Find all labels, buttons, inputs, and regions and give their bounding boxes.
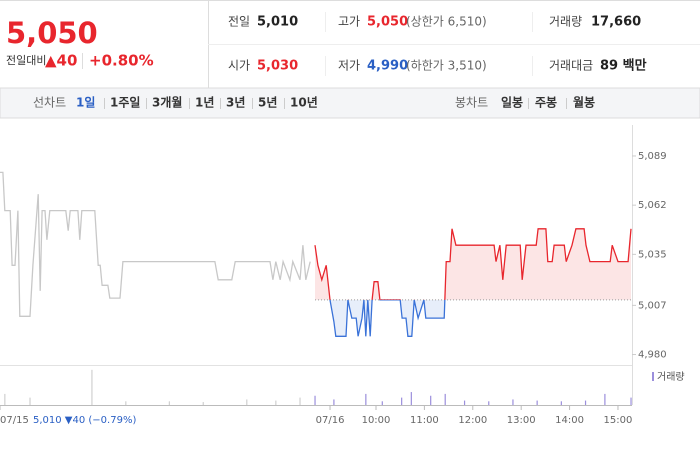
x-tick-label: 10:00 <box>362 415 391 426</box>
summary-value: 5,010 <box>257 15 298 30</box>
y-tick-label: 5,035 <box>638 249 667 260</box>
x-tick-label: 12:00 <box>458 415 487 426</box>
summary-label: 거래대금 <box>549 59 593 73</box>
volume-bar <box>381 401 383 405</box>
tab[interactable]: 주봉 <box>535 96 557 110</box>
change-pct: +0.80% <box>89 52 154 70</box>
volume-bar <box>314 395 316 405</box>
volume-bar <box>488 401 490 405</box>
volume-bar <box>584 400 587 405</box>
volume-bar <box>91 369 93 405</box>
volume-bar <box>29 397 31 405</box>
tab[interactable]: 3년 <box>226 96 245 110</box>
tab[interactable]: 일봉 <box>501 96 523 110</box>
volume-bar <box>125 401 127 405</box>
tab[interactable]: 1년 <box>195 96 214 110</box>
volume-bar <box>246 399 248 405</box>
price-line-up <box>314 228 632 300</box>
volume-bar <box>410 392 412 405</box>
x-tick-label: 14:00 <box>555 415 584 426</box>
summary-label: 전일 <box>228 15 250 29</box>
summary-extra: (상한가 6,510) <box>406 15 487 29</box>
volume-bar <box>299 397 301 405</box>
price: 5,050 <box>6 16 98 50</box>
legend-label: 거래량 <box>657 371 685 383</box>
volume-bar <box>4 393 6 405</box>
x-tick-label: 07/15 <box>0 415 29 426</box>
y-tick-label: 5,089 <box>638 151 667 162</box>
summary-label: 시가 <box>228 59 250 73</box>
volume-bar <box>604 393 606 405</box>
summary-value: 89 백만 <box>600 58 647 74</box>
summary-value: 5,030 <box>257 59 298 74</box>
summary-value: 17,660 <box>591 15 641 30</box>
volume-bar <box>463 400 466 405</box>
x-tick-label: 07/16 <box>316 415 345 426</box>
y-tick-label: 4,980 <box>638 350 667 361</box>
summary-value: 5,050 <box>367 15 408 30</box>
summary-value: 4,990 <box>367 59 408 74</box>
y-tick-label: 5,062 <box>638 200 667 211</box>
tab-group-label: 봉차트 <box>455 96 488 110</box>
change: ▲40 <box>45 52 77 70</box>
change-label: 전일대비 <box>6 53 46 67</box>
volume-bar <box>630 397 632 405</box>
volume-bar <box>401 397 403 405</box>
price-line <box>0 171 311 317</box>
x-tick-label: 15:00 <box>604 415 633 426</box>
y-tick-label: 5,007 <box>638 300 667 311</box>
volume-bar <box>430 395 432 405</box>
summary-extra: (하한가 3,510) <box>406 59 487 73</box>
volume-bar <box>275 400 277 405</box>
volume-bar <box>202 402 204 405</box>
summary-label: 고가 <box>338 15 360 29</box>
tab-group-label: 선차트 <box>33 96 66 110</box>
x-tick-label: 13:00 <box>507 415 536 426</box>
volume-bar <box>168 401 170 405</box>
tab[interactable]: 10년 <box>290 96 318 110</box>
area-up <box>315 228 631 300</box>
tab[interactable]: 1주일 <box>110 96 140 110</box>
volume-bar <box>512 399 514 405</box>
tab[interactable]: 월봉 <box>573 95 595 110</box>
tab[interactable]: 1일 <box>76 96 95 110</box>
volume-bar <box>536 400 538 405</box>
area-down <box>315 299 631 337</box>
summary-label: 저가 <box>338 59 360 73</box>
volume-bar <box>365 393 367 405</box>
tab-bar <box>0 87 700 119</box>
annotation: 5,010 ▼40 (−0.79%) <box>33 415 136 426</box>
volume-bar <box>333 399 335 405</box>
x-tick-label: 11:00 <box>410 415 439 426</box>
price-line-down <box>329 299 446 337</box>
tab[interactable]: 3개월 <box>152 95 182 110</box>
tab[interactable]: 5년 <box>258 96 277 110</box>
summary-label: 거래량 <box>549 15 582 29</box>
legend-swatch <box>652 372 654 381</box>
volume-bar <box>444 393 446 405</box>
volume-bar <box>560 401 562 405</box>
